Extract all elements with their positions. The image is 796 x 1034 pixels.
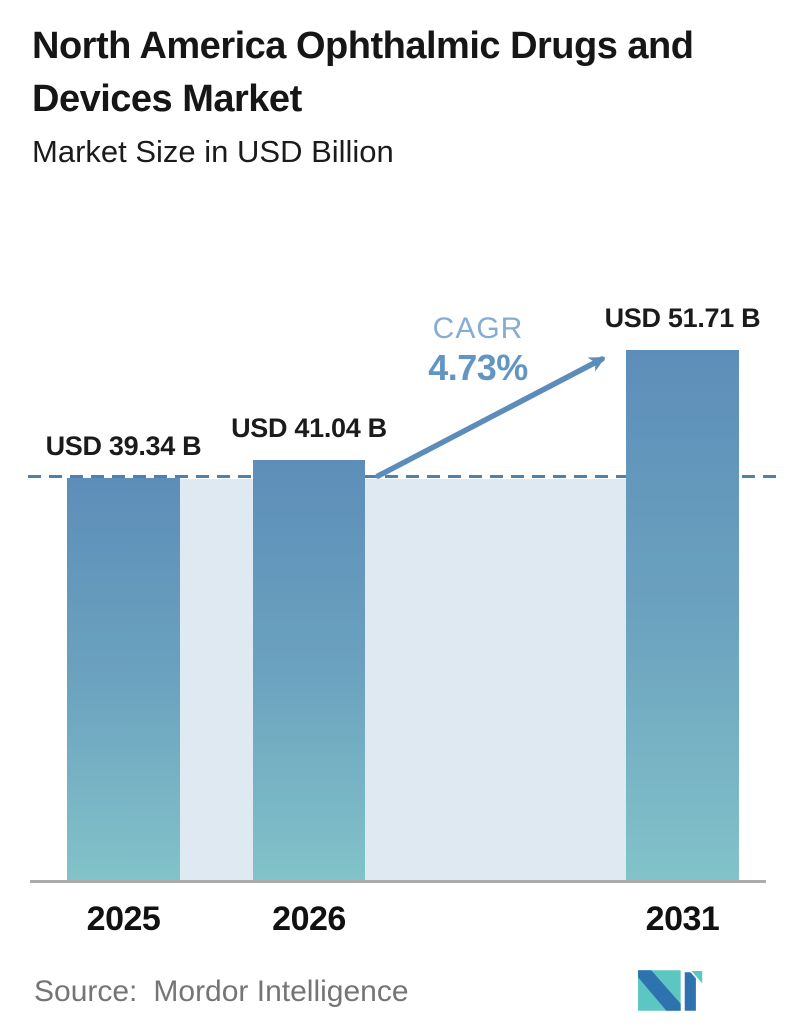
chart-subtitle: Market Size in USD Billion [32,134,394,169]
cagr-value: 4.73% [428,347,528,388]
chart-title-line2: Devices Market [32,78,302,120]
bar-2025 [67,478,180,881]
bar-2031 [626,350,739,881]
value-label-2031: USD 51.71 B [604,303,761,333]
x-axis-line [30,880,766,883]
source-name: Mordor Intelligence [153,975,409,1008]
logo-teal-triangle [688,970,703,987]
chart-title-line1: North America Ophthalmic Drugs and [32,25,694,67]
cagr-annotation: CAGR 4.73% [398,311,558,389]
value-label-2026: USD 41.04 B [231,413,387,443]
year-label-2026: 2026 [272,900,346,938]
mordor-intelligence-logo [638,970,703,1011]
source-label: Source: [34,975,138,1008]
source-row: Source: Mordor Intelligence [34,972,409,1012]
cagr-label: CAGR [432,312,524,345]
baseline-dashed-line [28,475,778,478]
cagr-arrow [375,356,606,479]
year-label-2025: 2025 [86,900,161,938]
value-label-2025: USD 39.34 B [45,431,202,461]
logo-blue-bar [684,972,696,1011]
logo-blue-diagonal [638,970,681,1011]
year-label-2031: 2031 [645,900,720,938]
chart-title: North America Ophthalmic Drugs and Device… [32,20,694,126]
bar-2026 [253,460,365,881]
